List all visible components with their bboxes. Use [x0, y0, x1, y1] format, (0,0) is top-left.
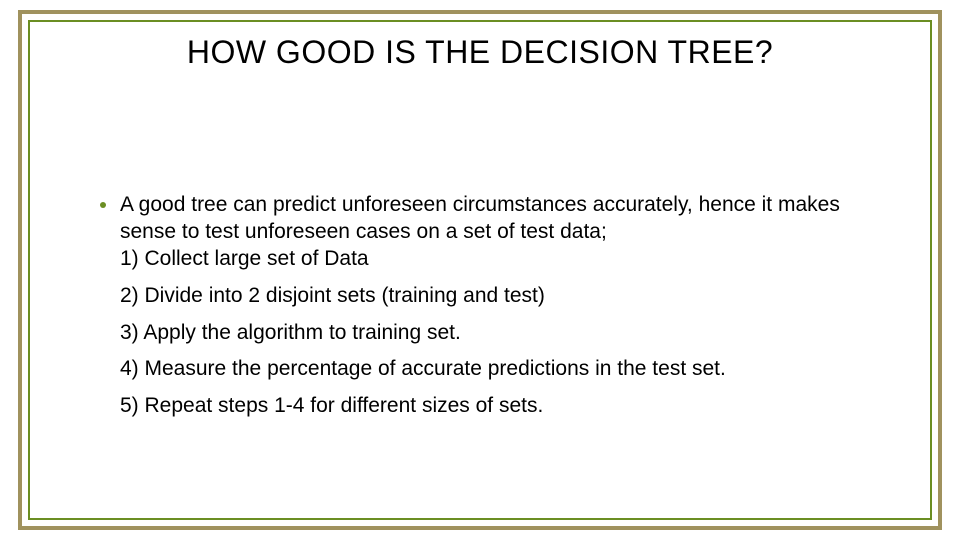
bullet-main-text: A good tree can predict unforeseen circu…	[120, 192, 900, 246]
step-3: 3) Apply the algorithm to training set.	[120, 320, 900, 347]
slide: HOW GOOD IS THE DECISION TREE? A good tr…	[0, 0, 960, 540]
step-4: 4) Measure the percentage of accurate pr…	[120, 356, 900, 383]
bullet-text-block: A good tree can predict unforeseen circu…	[120, 192, 900, 273]
bullet-item: A good tree can predict unforeseen circu…	[100, 192, 900, 273]
step-1: 1) Collect large set of Data	[120, 246, 900, 273]
step-5: 5) Repeat steps 1-4 for different sizes …	[120, 393, 900, 420]
bullet-dot-icon	[100, 202, 106, 208]
slide-content: A good tree can predict unforeseen circu…	[100, 192, 900, 420]
step-2: 2) Divide into 2 disjoint sets (training…	[120, 283, 900, 310]
slide-title: HOW GOOD IS THE DECISION TREE?	[0, 34, 960, 71]
